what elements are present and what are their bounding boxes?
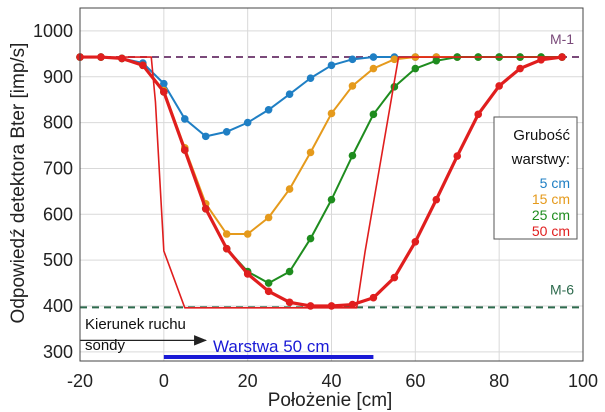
- data-point: [201, 132, 210, 141]
- plot-frame: [79, 7, 584, 362]
- data-point: [390, 273, 399, 282]
- reference-line-label: M-1: [550, 31, 574, 47]
- annotation-layer: Kierunek ruchu sondy Warstwa 50 cm: [80, 316, 374, 359]
- direction-label-line2: sondy: [85, 337, 126, 354]
- x-tick-label: 40: [321, 371, 341, 391]
- data-point: [222, 244, 231, 253]
- y-tick-labels: 300 400 500 600 700 800 900 1000: [33, 21, 73, 362]
- data-point: [180, 115, 189, 123]
- data-point: [222, 230, 231, 238]
- data-point: [160, 88, 168, 96]
- data-point: [432, 195, 441, 204]
- data-point: [264, 287, 273, 296]
- data-point: [390, 55, 399, 64]
- data-point: [222, 127, 231, 136]
- data-point: [264, 105, 273, 114]
- legend-entry: 5 cm: [540, 175, 570, 191]
- data-point: [348, 151, 357, 160]
- legend-title: Grubość: [513, 127, 570, 144]
- data-point: [118, 54, 126, 63]
- data-point: [285, 185, 294, 193]
- x-tick-label: 20: [238, 371, 258, 391]
- data-point: [306, 74, 315, 82]
- data-point: [348, 82, 357, 90]
- data-point: [285, 267, 294, 276]
- series-4: [80, 56, 567, 309]
- y-tick-label: 900: [43, 67, 73, 87]
- data-point: [348, 55, 357, 64]
- legend-entry: 50 cm: [532, 223, 570, 239]
- data-point: [327, 109, 336, 118]
- y-axis-title: Odpowiedź detektora Bter [imp/s]: [8, 43, 29, 324]
- x-tick-labels: -20 0 20 40 60 80 100: [67, 371, 598, 391]
- data-point: [243, 230, 252, 238]
- data-point: [369, 110, 378, 119]
- reference-line-label: M-6: [550, 281, 574, 297]
- y-tick-label: 300: [43, 342, 73, 362]
- data-point: [139, 61, 147, 70]
- y-tick-label: 600: [43, 204, 73, 224]
- y-tick-label: 1000: [33, 21, 73, 41]
- data-point: [474, 110, 483, 119]
- data-point: [327, 195, 336, 204]
- y-tick-label: 500: [43, 250, 73, 270]
- legend-entry: 25 cm: [532, 207, 570, 223]
- data-point: [180, 146, 189, 154]
- data-point: [160, 79, 168, 88]
- data-point: [432, 56, 441, 65]
- legend-title: warstwy:: [511, 151, 570, 168]
- y-tick-label: 400: [43, 296, 73, 316]
- data-point: [537, 56, 545, 64]
- data-point: [411, 238, 420, 246]
- layer-label: Warstwa 50 cm: [213, 337, 330, 356]
- x-tick-label: 60: [405, 371, 425, 391]
- data-point: [264, 213, 273, 222]
- data-point: [243, 118, 252, 127]
- series-3: [76, 53, 566, 310]
- data-point: [411, 64, 420, 73]
- data-point: [327, 302, 336, 310]
- data-point: [285, 90, 294, 98]
- data-point: [495, 82, 503, 90]
- data-point: [306, 302, 315, 310]
- direction-label-line1: Kierunek ruchu: [85, 316, 186, 333]
- reference-lines: M-1 M-6: [80, 31, 583, 309]
- series-line: [80, 55, 563, 308]
- x-tick-label: 80: [489, 371, 509, 391]
- y-tick-label: 700: [43, 158, 73, 178]
- legend-entry: 15 cm: [532, 191, 570, 207]
- data-point: [348, 300, 357, 309]
- data-point: [285, 298, 294, 307]
- x-tick-label: 0: [159, 371, 169, 391]
- y-tick-label: 800: [43, 113, 73, 133]
- data-point: [369, 293, 378, 302]
- data-point: [327, 61, 336, 70]
- x-tick-label: -20: [67, 371, 93, 391]
- legend-box: [493, 116, 578, 240]
- series-lines: [76, 53, 567, 310]
- series-line: [80, 56, 567, 309]
- data-point: [306, 234, 315, 243]
- data-point: [306, 148, 315, 157]
- data-point: [201, 204, 210, 213]
- data-point: [369, 53, 378, 61]
- data-point: [516, 64, 524, 73]
- data-point: [264, 279, 273, 287]
- x-tick-label: 100: [568, 371, 598, 391]
- x-axis-title: Położenie [cm]: [268, 390, 393, 411]
- data-point: [369, 64, 378, 73]
- data-point: [243, 270, 252, 278]
- data-point: [453, 152, 462, 160]
